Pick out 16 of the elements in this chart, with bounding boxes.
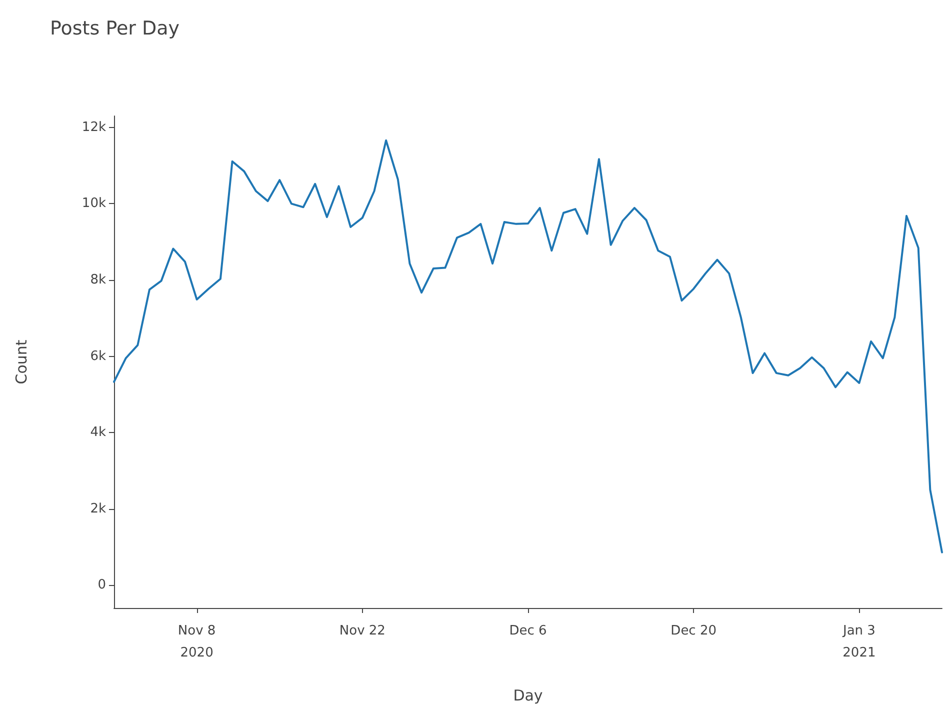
- x-tick-label: Nov 22: [339, 624, 386, 638]
- line-series: [113, 139, 943, 554]
- x-tick-label: Dec 20: [670, 624, 717, 638]
- x-tick-label: Nov 8 2020: [178, 624, 216, 660]
- y-tick-label: 4k: [90, 425, 106, 440]
- x-axis-title: Day: [513, 686, 543, 704]
- y-tick-label: 8k: [90, 272, 106, 288]
- y-tick-label: 12k: [82, 120, 106, 135]
- x-tick-label: Jan 3 2021: [842, 624, 876, 660]
- y-tick-label: 2k: [90, 501, 106, 516]
- x-tick-label: Dec 6: [509, 624, 547, 638]
- y-tick-label: 0: [98, 578, 106, 593]
- chart-title: Posts Per Day: [50, 18, 180, 40]
- y-axis-title: Count: [12, 340, 30, 384]
- y-tick-label: 6k: [90, 348, 106, 364]
- y-tick-label: 10k: [82, 196, 106, 212]
